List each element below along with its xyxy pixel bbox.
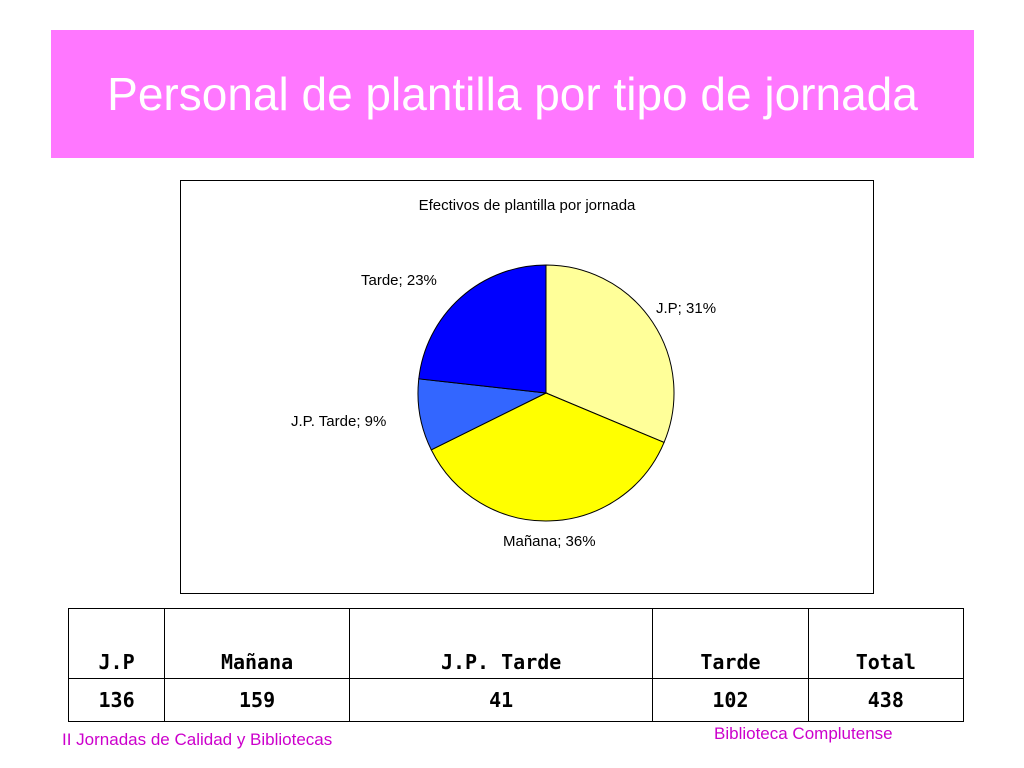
header-manana: Mañana — [164, 608, 351, 679]
pie-chart — [417, 264, 675, 522]
jornada-table: J.P Mañana J.P. Tarde Tarde Total 136 15… — [67, 608, 965, 722]
value-tarde: 102 — [652, 678, 809, 722]
header-total: Total — [807, 608, 965, 679]
footer-institution: Biblioteca Complutense — [714, 724, 893, 743]
pie-slice-j-p — [545, 264, 675, 444]
slide-title: Personal de plantilla por tipo de jornad… — [107, 68, 918, 120]
header-jp-tarde: J.P. Tarde — [349, 608, 654, 679]
pie-slice-mañana — [430, 392, 665, 522]
table-header-row: J.P Mañana J.P. Tarde Tarde Total — [67, 608, 965, 679]
footer-event: II Jornadas de Calidad y Bibliotecas — [62, 730, 333, 749]
value-jp: 136 — [67, 678, 166, 722]
pie-chart-container: Efectivos de plantilla por jornada J.P; … — [180, 180, 874, 594]
slice-label-jp-tarde: J.P. Tarde; 9% — [291, 413, 387, 430]
slice-label-tarde: Tarde; 23% — [361, 272, 437, 289]
chart-title: Efectivos de plantilla por jornada — [418, 197, 636, 214]
header-jp: J.P — [67, 608, 166, 679]
title-banner: Personal de plantilla por tipo de jornad… — [51, 30, 974, 158]
slice-label-jp: J.P; 31% — [656, 300, 717, 317]
value-jp-tarde: 41 — [349, 678, 654, 722]
pie-slice-tarde — [418, 264, 547, 394]
value-total: 438 — [807, 678, 965, 722]
value-manana: 159 — [164, 678, 351, 722]
table-row: 136 159 41 102 438 — [67, 678, 965, 722]
header-tarde: Tarde — [652, 608, 809, 679]
slice-label-manana: Mañana; 36% — [503, 533, 596, 550]
